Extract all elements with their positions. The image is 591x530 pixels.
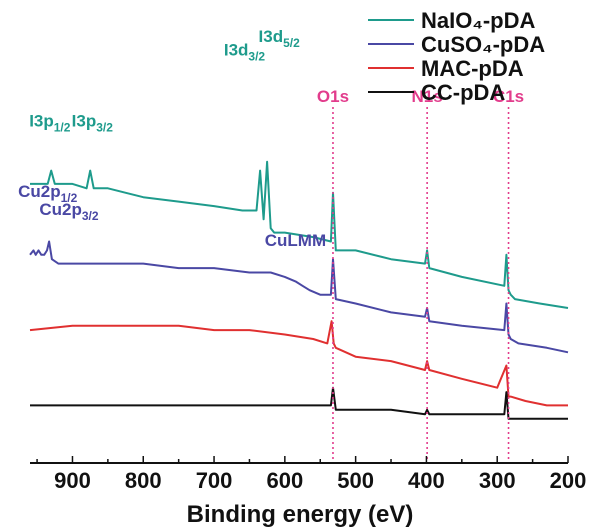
- spectra-layer: [29, 160, 569, 420]
- peak-label-4: Cu2p1/2: [18, 182, 78, 205]
- peak-label-0: I3p1/2: [29, 111, 71, 134]
- legend-label-3: CC-pDA: [421, 80, 505, 105]
- x-tick-label-1: 800: [125, 468, 162, 493]
- reference-label-0: O1s: [317, 87, 349, 106]
- legend-label-2: MAC-pDA: [421, 56, 524, 81]
- peak-label-6: CuLMM: [265, 231, 326, 250]
- legend-label-0: NaIO₄-pDA: [421, 8, 535, 33]
- x-axis: 900 800 700 600 500 400 300 200: [30, 456, 586, 493]
- x-tick-label-2: 700: [196, 468, 233, 493]
- x-tick-label-0: 900: [54, 468, 91, 493]
- legend-label-1: CuSO₄-pDA: [421, 32, 545, 57]
- x-tick-label-3: 600: [266, 468, 303, 493]
- x-tick-label-7: 200: [550, 468, 587, 493]
- series-line-3: [30, 386, 568, 420]
- x-axis-title: Binding energy (eV): [187, 501, 414, 528]
- series-line-0: [30, 160, 569, 309]
- series-line-2: [29, 320, 568, 407]
- peak-label-3: I3d5/2: [259, 27, 301, 50]
- x-tick-label-6: 300: [479, 468, 516, 493]
- reference-label-2: C1s: [493, 87, 524, 106]
- peak-label-2: I3d3/2: [224, 40, 266, 63]
- reference-lines: O1s N1s C1s: [317, 87, 524, 461]
- x-tick-label-4: 500: [337, 468, 374, 493]
- x-tick-label-5: 400: [408, 468, 445, 493]
- peak-label-5: Cu2p3/2: [39, 200, 99, 223]
- reference-label-1: N1s: [412, 87, 443, 106]
- peak-label-1: I3p3/2: [72, 111, 114, 134]
- series-line-1: [29, 240, 569, 354]
